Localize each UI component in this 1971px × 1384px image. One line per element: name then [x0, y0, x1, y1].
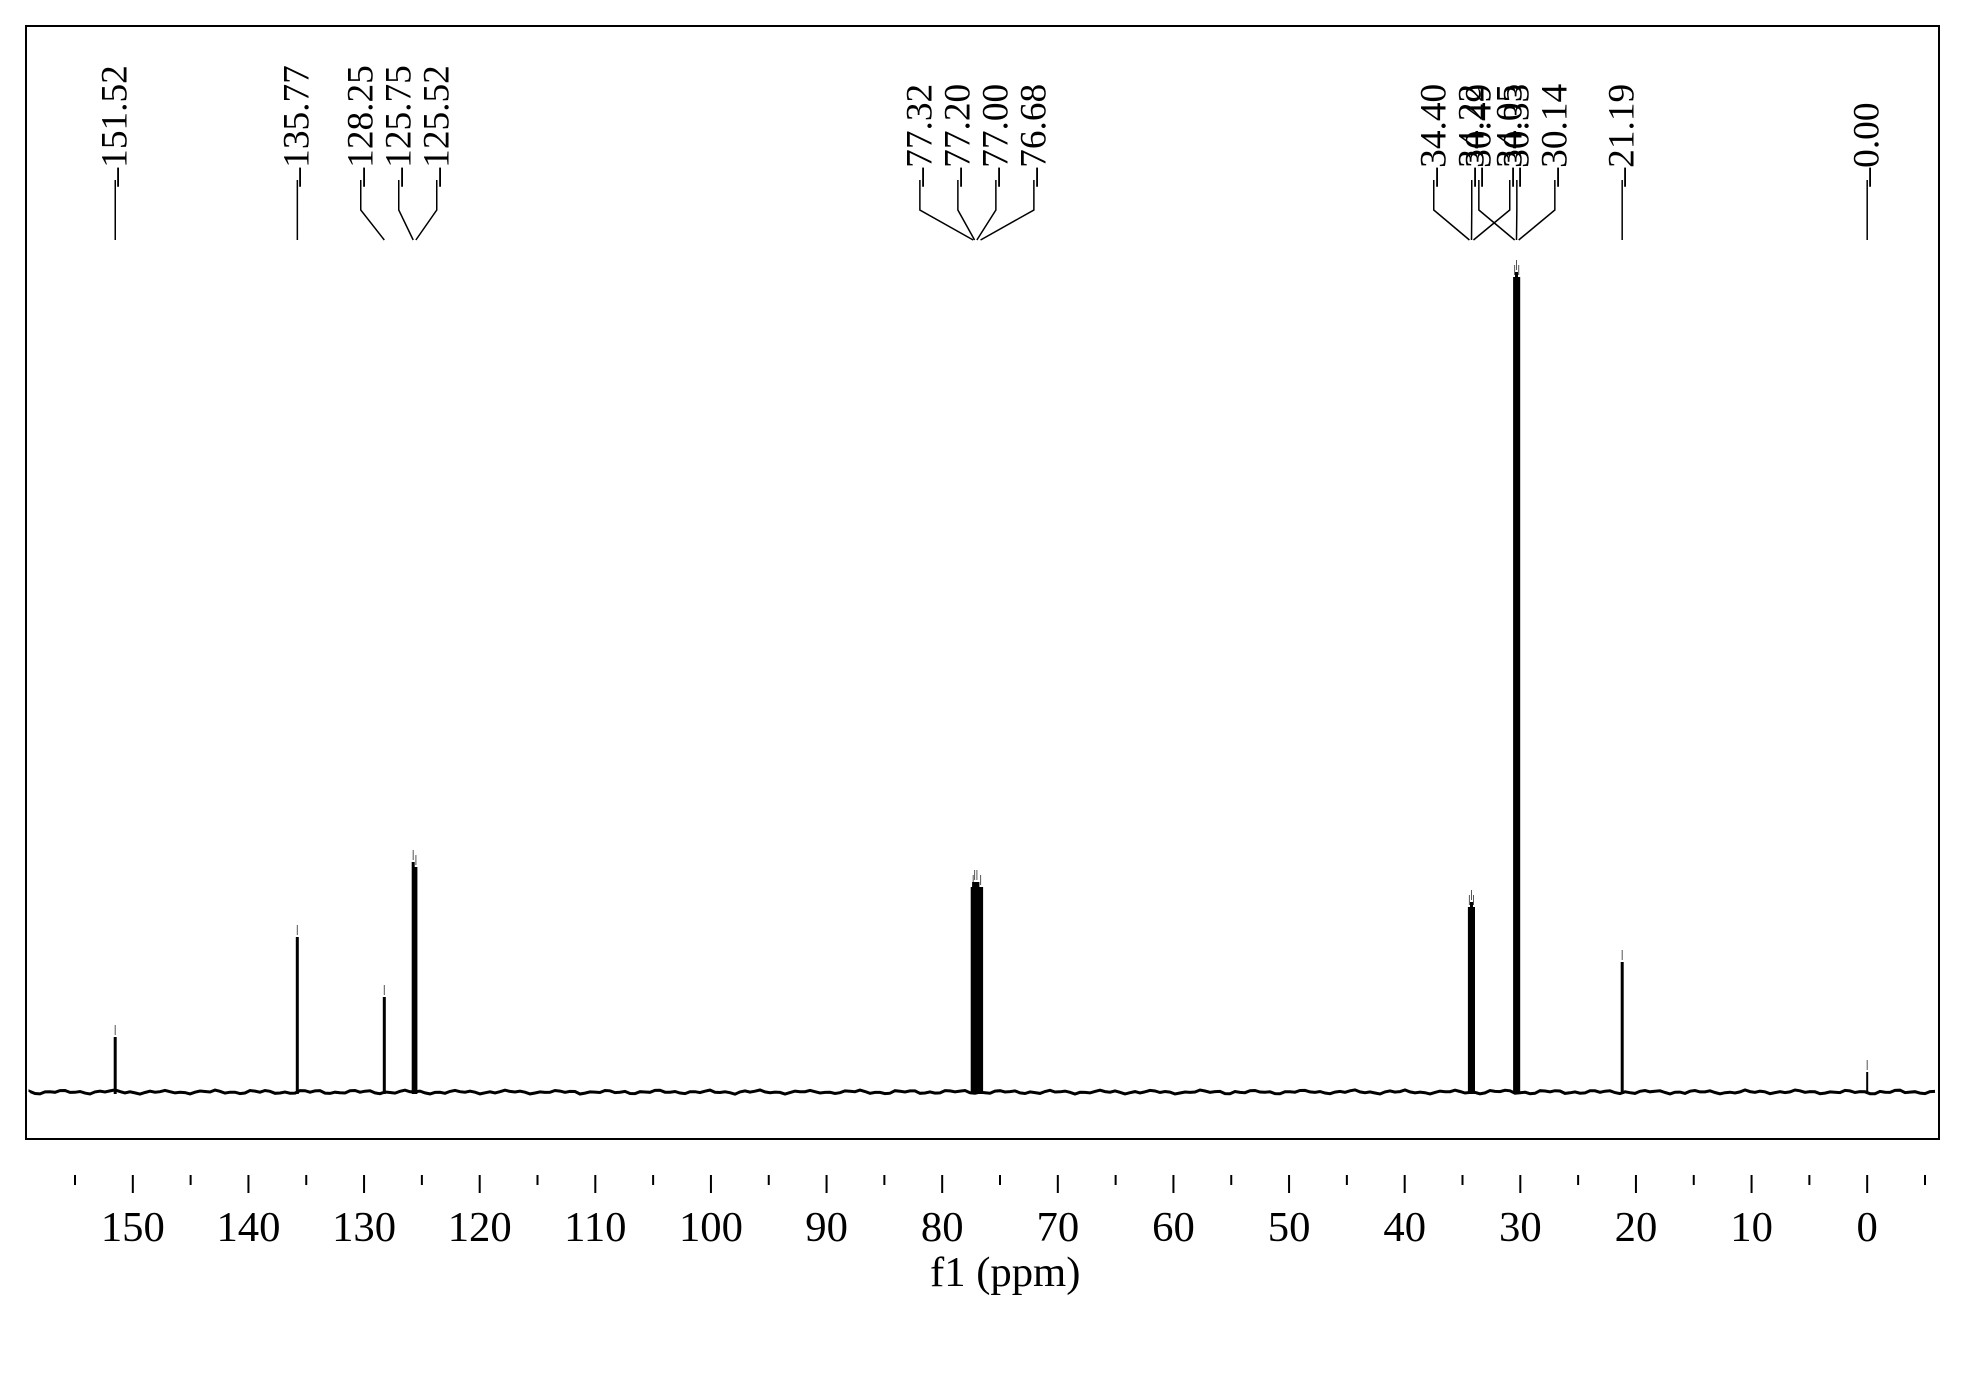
- axis-tick-label: 150: [93, 1203, 173, 1252]
- nmr-figure: f1 (ppm) 1501401301201101009080706050403…: [0, 0, 1971, 1384]
- axis-tick-label: 90: [787, 1203, 867, 1252]
- peak-label: –151.52: [94, 65, 137, 186]
- axis-tick-label: 80: [902, 1203, 982, 1252]
- peak-label: –135.77: [276, 65, 319, 186]
- peak-label: –21.19: [1601, 84, 1644, 187]
- peak-label: –77.20: [936, 84, 979, 187]
- axis-tick-label: 140: [208, 1203, 288, 1252]
- peak-label: –0.00: [1846, 103, 1889, 187]
- axis-tick-label: 30: [1480, 1203, 1560, 1252]
- axis-tick-label: 10: [1712, 1203, 1792, 1252]
- peak: [114, 1037, 117, 1094]
- axis-tick-label: 120: [440, 1203, 520, 1252]
- peak-label: –30.33: [1495, 84, 1538, 187]
- peak-label-pointer: [399, 180, 413, 240]
- spectrum-svg: [0, 0, 1971, 1384]
- axis-tick-label: 0: [1827, 1203, 1907, 1252]
- peak-label: –77.32: [898, 84, 941, 187]
- peak: [1866, 1072, 1868, 1094]
- peak-label-pointer: [958, 180, 975, 240]
- axis-tick-label: 60: [1133, 1203, 1213, 1252]
- peak-label-pointer: [1519, 180, 1555, 240]
- peak: [1472, 907, 1475, 1094]
- peak-label-pointer: [981, 180, 1034, 240]
- peak-label-pointer: [920, 180, 973, 240]
- peak: [1621, 962, 1624, 1094]
- peak: [412, 862, 415, 1094]
- axis-tick-label: 40: [1365, 1203, 1445, 1252]
- axis-tick-label: 110: [555, 1203, 635, 1252]
- peak-label: –30.49: [1457, 84, 1500, 187]
- peak-label: –77.00: [974, 84, 1017, 187]
- peak-label: –34.40: [1412, 84, 1455, 187]
- axis-tick-label: 50: [1249, 1203, 1329, 1252]
- peak: [1517, 277, 1520, 1094]
- peak-label: –125.52: [415, 65, 458, 186]
- x-axis-label: f1 (ppm): [930, 1248, 1080, 1297]
- peak: [296, 937, 299, 1094]
- axis-tick-label: 20: [1596, 1203, 1676, 1252]
- peak-label-pointer: [361, 180, 385, 240]
- peak-label-pointer: [416, 180, 437, 240]
- peak: [414, 867, 417, 1094]
- peak-label: –128.25: [339, 65, 382, 186]
- peak: [978, 887, 983, 1094]
- axis-tick-label: 130: [324, 1203, 404, 1252]
- peak-label: –30.14: [1533, 84, 1576, 187]
- axis-tick-label: 70: [1018, 1203, 1098, 1252]
- peak-label: –76.68: [1012, 84, 1055, 187]
- peak: [383, 997, 386, 1094]
- peak-label-pointer: [1434, 180, 1470, 240]
- axis-tick-label: 100: [671, 1203, 751, 1252]
- peak-label-pointer: [977, 180, 996, 240]
- peak-label: –125.75: [377, 65, 420, 186]
